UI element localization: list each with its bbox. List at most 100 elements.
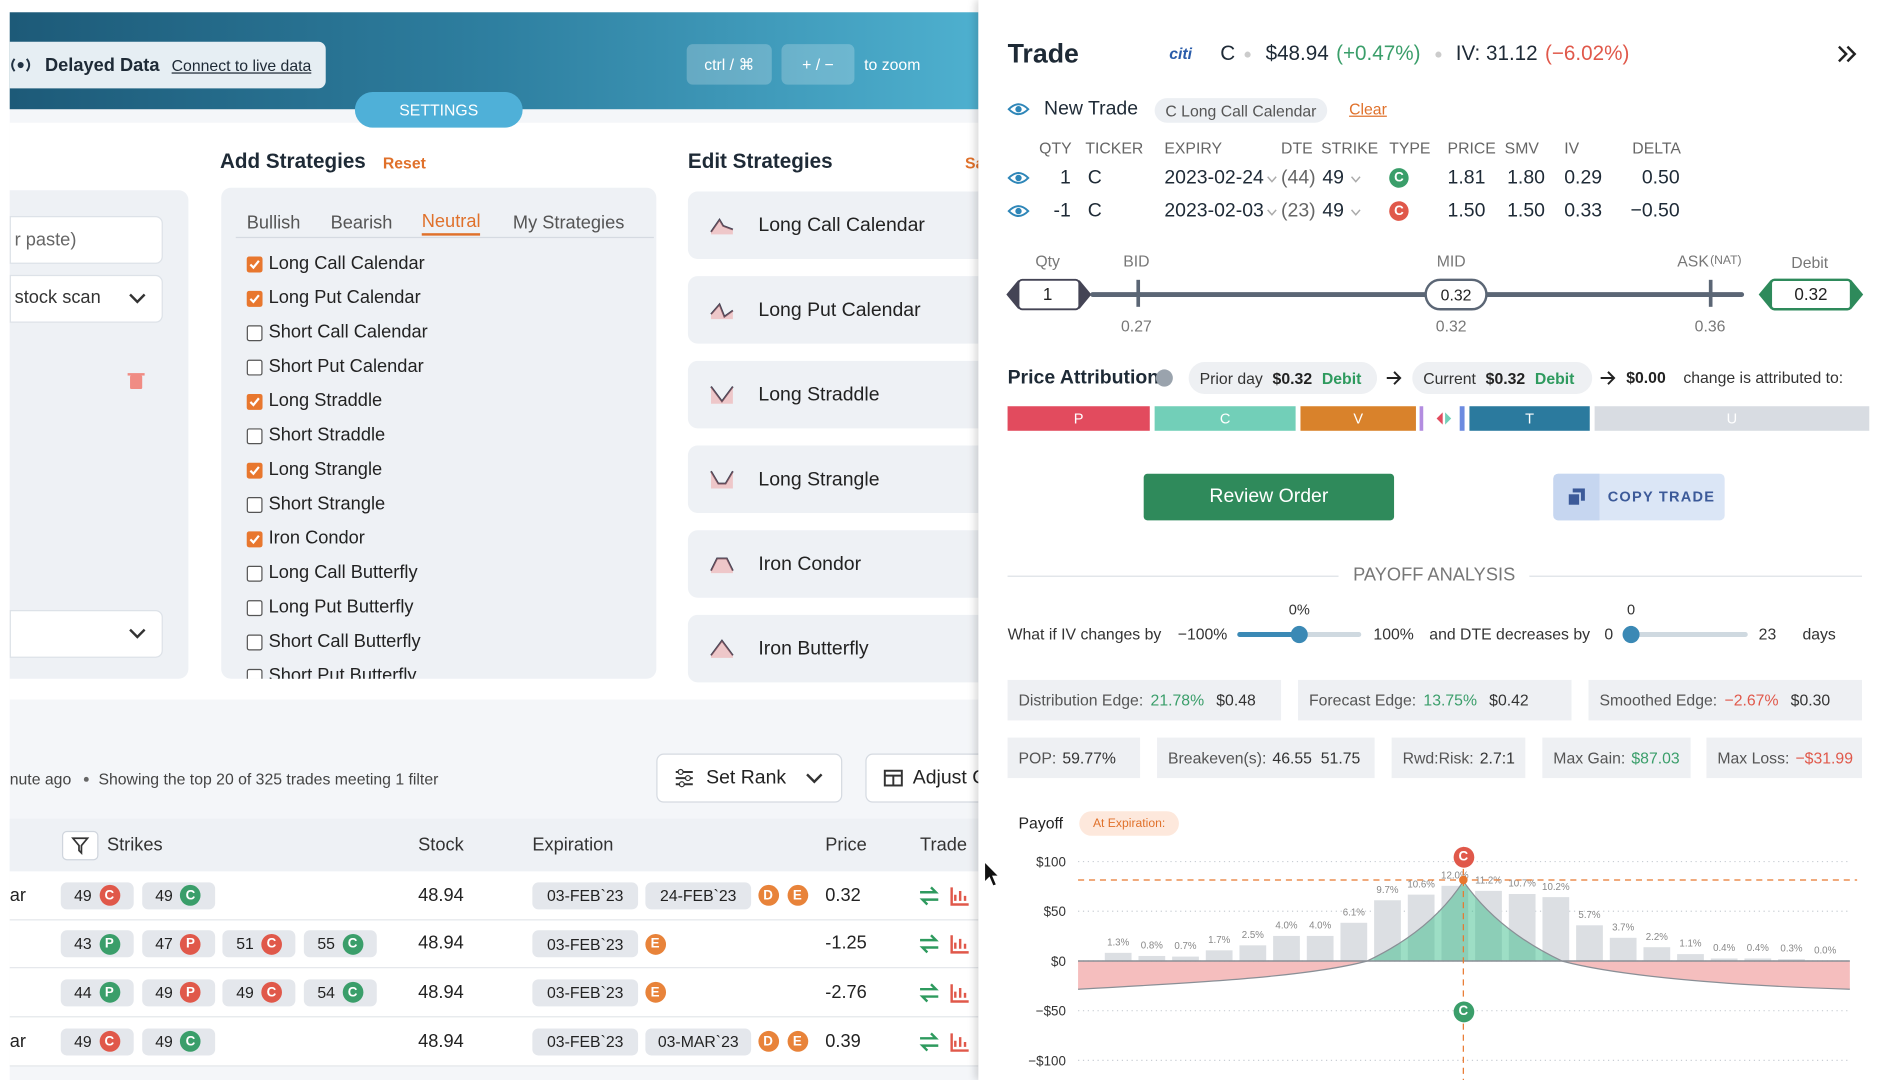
separator-dot [1435,50,1442,58]
leg-cell: −0.50 [1630,200,1680,222]
strike: 49 [236,983,254,1002]
chevron [129,293,146,304]
strategy-option[interactable]: Long Call Calendar [268,252,425,274]
strategy-option[interactable]: Long Strangle [268,459,383,480]
leg-cell: 2023-02-03 [1164,200,1264,222]
tab[interactable]: Bearish [330,212,393,234]
leg-header: EXPIRY [1164,138,1223,158]
checkbox[interactable] [246,290,263,307]
stat-value: 2.7:1 [1479,748,1515,767]
paste-input[interactable] [9,216,163,264]
tab[interactable]: My Strategies [512,212,625,234]
checkbox[interactable] [246,599,263,616]
strategy-option[interactable]: Short Straddle [268,424,386,446]
checkbox[interactable] [246,393,263,410]
connect-link[interactable]: Connect to live data [171,55,312,75]
strategy-card[interactable] [687,530,979,598]
strategy-option[interactable]: Short Put Calendar [268,355,424,377]
value-label: 0.4% [1713,943,1735,954]
bar [1104,952,1132,961]
strategy-option[interactable]: Short Strangle [268,493,386,515]
scan-panel [9,190,189,679]
checkbox[interactable] [246,633,263,650]
reset-link[interactable]: Reset [382,153,426,173]
strategy-option[interactable]: Iron Condor [268,527,365,549]
mid-handle[interactable]: 0.32 [1424,278,1488,311]
value-label: 2.5% [1242,930,1264,941]
chevron [1267,209,1277,216]
column-header: Expiration [532,834,614,856]
value-label: 11.2% [1475,875,1502,886]
loss-area [1078,960,1850,990]
value-label: 0.4% [1747,943,1769,954]
checkbox[interactable] [246,565,263,582]
tab[interactable]: Bullish [246,212,301,234]
strategy-icon [710,386,734,404]
checkbox[interactable] [246,324,263,341]
column-header: Trade [920,834,968,856]
checkbox[interactable] [246,255,263,272]
save-link[interactable]: Sa [965,153,978,173]
filter-button[interactable] [61,830,99,861]
y-tick-label: $50 [1044,904,1066,919]
strategy-option[interactable]: Short Put Butterfly [268,665,417,679]
strategy-option[interactable]: Long Put Calendar [268,287,421,309]
bar [1239,945,1267,961]
strategy-card[interactable] [687,445,979,514]
event-badge: D [757,884,779,906]
strategy-option[interactable]: Long Call Butterfly [268,562,418,583]
strike-chip [141,979,215,1007]
edge-percent: 21.78% [1150,690,1205,709]
copy-trade-button[interactable] [1553,473,1725,521]
strategy-card[interactable] [687,191,979,259]
strategy-card[interactable] [687,360,979,429]
visibility-icon [1007,172,1030,184]
leg-header: QTY [1039,138,1072,158]
mid-label: MID [1436,251,1466,271]
qty-value: 1 [1042,284,1053,304]
strategy-option[interactable]: Long Straddle [268,390,383,412]
section-title: Add Strategies [219,149,366,173]
value-label: 4.0% [1275,921,1297,932]
strategy-card[interactable] [687,276,979,344]
info-icon [1155,369,1173,387]
checkbox[interactable] [246,358,263,375]
bar [1744,958,1772,961]
checkbox[interactable] [246,496,263,513]
ticker-logo: citi [1169,44,1193,63]
strategy-name: Iron Condor [758,554,862,575]
leg-header: STRIKE [1321,138,1379,158]
checkbox[interactable] [246,530,263,547]
strike-chip [60,881,134,909]
qty-stepper [1006,278,1092,311]
option-type: C [99,884,120,906]
debit-label: Debit [1791,253,1829,272]
checkbox[interactable] [246,462,263,479]
review-order-button[interactable]: Review Order [1143,473,1395,521]
chart-icon [950,886,969,906]
y-tick-label: $100 [1036,854,1066,869]
tab[interactable]: Neutral [421,211,481,236]
dropdown[interactable] [9,609,163,658]
stat-box: Max Loss: −$31.99 [1706,736,1862,778]
strategy-card[interactable] [687,614,979,683]
checkbox[interactable] [246,427,263,444]
settings-button[interactable]: SETTINGS [354,92,523,128]
scan-select[interactable] [9,274,163,323]
stock-price: 48.94 [418,1030,464,1052]
checkbox[interactable] [246,668,263,679]
option-type: C [261,982,282,1004]
leg-cell: (23) [1281,200,1316,222]
strategy-option[interactable]: Long Put Butterfly [268,596,414,618]
option-type: C [1389,201,1409,221]
bar [1778,959,1805,961]
attribution-segment: T [1469,406,1590,431]
delayed-label: Delayed Data [44,54,160,76]
ask-value: 0.36 [1694,316,1726,336]
stat-value: −$31.99 [1795,748,1854,767]
clear-link[interactable]: Clear [1349,99,1387,119]
value-label: 10.6% [1407,879,1435,890]
strategy-option[interactable]: Short Call Calendar [268,321,428,343]
strategy-option[interactable]: Short Call Butterfly [268,630,421,652]
